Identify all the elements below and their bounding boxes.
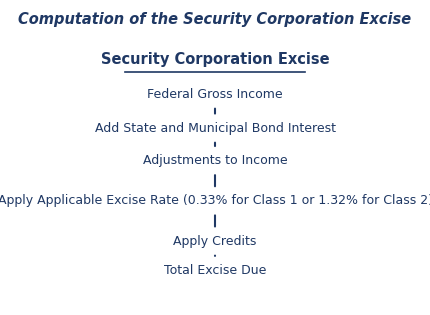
Text: Federal Gross Income: Federal Gross Income — [147, 88, 283, 100]
Text: Adjustments to Income: Adjustments to Income — [143, 154, 287, 167]
Text: Security Corporation Excise: Security Corporation Excise — [101, 52, 329, 67]
Text: Computation of the Security Corporation Excise: Computation of the Security Corporation … — [18, 12, 412, 27]
Text: Apply Applicable Excise Rate (0.33% for Class 1 or 1.32% for Class 2): Apply Applicable Excise Rate (0.33% for … — [0, 194, 430, 207]
Text: Add State and Municipal Bond Interest: Add State and Municipal Bond Interest — [95, 122, 335, 135]
Text: Total Excise Due: Total Excise Due — [164, 264, 266, 277]
Text: Apply Credits: Apply Credits — [173, 235, 257, 248]
